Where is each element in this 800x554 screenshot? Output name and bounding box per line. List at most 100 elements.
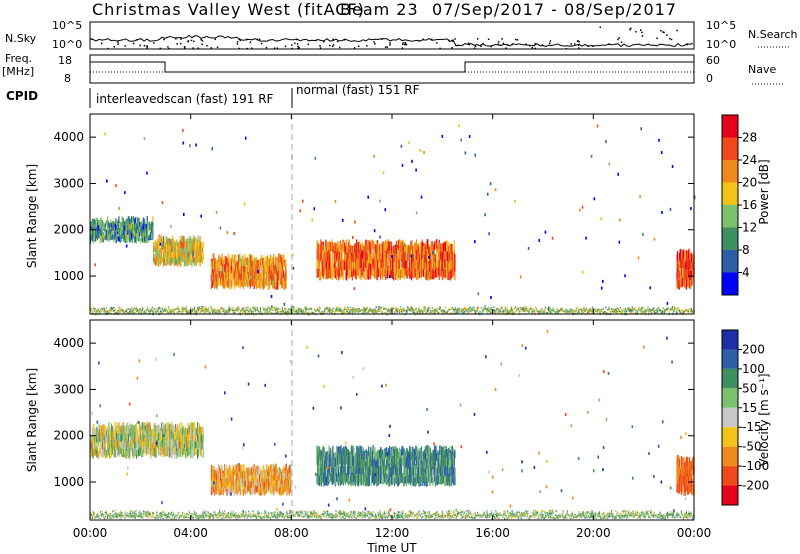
- heatmap-cell: [324, 306, 326, 308]
- heatmap-cell: [329, 260, 331, 270]
- heatmap-cell: [350, 253, 352, 262]
- heatmap-cell: [177, 242, 179, 248]
- heatmap-cell: [317, 252, 319, 261]
- heatmap-cell: [118, 306, 120, 308]
- heatmap-cell: [357, 260, 359, 269]
- heatmap-cell: [140, 224, 143, 231]
- heatmap-cell: [446, 312, 448, 314]
- heatmap-cell: [197, 242, 199, 250]
- heatmap-cell: [112, 221, 114, 227]
- heatmap-cell: [601, 308, 603, 310]
- heatmap-cell: [542, 312, 544, 314]
- heatmap-cell: [479, 310, 481, 312]
- heatmap-cell: [223, 266, 225, 274]
- heatmap-cell: [226, 257, 228, 266]
- heatmap-cell: [295, 310, 297, 312]
- heatmap-cell: [600, 309, 603, 311]
- heatmap-cell: [679, 249, 681, 260]
- heatmap-cell: [327, 309, 330, 311]
- heatmap-cell: [406, 261, 408, 271]
- heatmap-cell: [440, 259, 442, 268]
- heatmap-cell: [286, 309, 289, 311]
- heatmap-cell: [376, 310, 379, 312]
- heatmap-cell: [122, 217, 124, 224]
- heatmap-cell: [130, 310, 132, 312]
- heatmap-cell: [422, 253, 425, 262]
- heatmap-cell: [227, 310, 229, 312]
- heatmap-cell: [373, 270, 375, 279]
- nsearch-point: [273, 47, 276, 49]
- heatmap-cell: [442, 252, 444, 262]
- heatmap-cell: [150, 224, 152, 228]
- heatmap-cell: [103, 309, 106, 312]
- nsearch-point: [239, 39, 242, 41]
- heatmap-cell: [277, 308, 279, 310]
- heatmap-cell: [407, 254, 409, 262]
- heatmap-cell: [147, 310, 150, 312]
- heatmap-cell: [434, 311, 437, 313]
- heatmap-cell: [194, 243, 196, 251]
- heatmap-cell: [410, 271, 413, 281]
- heatmap-cell: [358, 270, 360, 279]
- heatmap-cell: [198, 307, 200, 309]
- heatmap-cell: [250, 312, 252, 314]
- heatmap-cell: [300, 309, 302, 311]
- heatmap-cell: [276, 307, 278, 309]
- heatmap-cell: [346, 310, 348, 312]
- heatmap-cell: [590, 308, 592, 310]
- heatmap-cell: [589, 310, 591, 312]
- heatmap-cell: [266, 255, 269, 264]
- heatmap-cell: [183, 249, 185, 256]
- heatmap-cell: [142, 308, 144, 310]
- heatmap-cell: [395, 271, 397, 281]
- heatmap-cell: [107, 311, 109, 313]
- heatmap-cell: [359, 309, 361, 311]
- heatmap-cell: [424, 270, 426, 278]
- heatmap-cell: [159, 308, 161, 310]
- heatmap-cell: [90, 235, 92, 240]
- heatmap-cell: [214, 280, 216, 289]
- heatmap-cell: [428, 307, 430, 309]
- heatmap-cell: [114, 312, 116, 314]
- heatmap-cell: [110, 222, 112, 228]
- heatmap-cell: [363, 245, 365, 254]
- heatmap-cell: [179, 253, 182, 260]
- heatmap-cell: [376, 240, 378, 251]
- heatmap-cell: [499, 308, 501, 310]
- heatmap-cell: [142, 306, 144, 308]
- heatmap-cell: [198, 256, 201, 263]
- heatmap-cell: [212, 258, 214, 267]
- heatmap-cell: [276, 309, 278, 311]
- heatmap-cell: [468, 308, 470, 310]
- heatmap-cell: [453, 259, 455, 268]
- heatmap-cell: [216, 274, 218, 283]
- heatmap-cell: [595, 309, 597, 311]
- heatmap-cell: [127, 234, 129, 240]
- heatmap-cell: [354, 309, 356, 311]
- heatmap-cell: [108, 223, 110, 228]
- heatmap-cell: [218, 270, 220, 279]
- heatmap-cell: [263, 263, 265, 272]
- heatmap-cell: [575, 311, 577, 313]
- heatmap-cell: [381, 242, 383, 252]
- heatmap-cell: [590, 308, 592, 310]
- heatmap-cell: [212, 253, 214, 262]
- heatmap-cell: [352, 260, 355, 268]
- heatmap-cell: [128, 234, 130, 242]
- heatmap-cell: [159, 310, 162, 312]
- heatmap-cell: [256, 281, 258, 290]
- heatmap-cell: [118, 229, 120, 237]
- heatmap-cell: [152, 314, 154, 316]
- heatmap-cell: [362, 308, 364, 310]
- heatmap-cell: [338, 269, 340, 278]
- heatmap-cell: [422, 258, 424, 267]
- heatmap-cell: [241, 265, 243, 273]
- heatmap-cell: [583, 310, 586, 312]
- heatmap-cell: [277, 256, 279, 264]
- nsearch-point: [599, 26, 602, 29]
- heatmap-cell: [212, 311, 214, 313]
- heatmap-cell: [399, 308, 401, 310]
- heatmap-cell: [228, 280, 230, 289]
- heatmap-cell: [441, 261, 443, 272]
- heatmap-cell: [326, 251, 328, 261]
